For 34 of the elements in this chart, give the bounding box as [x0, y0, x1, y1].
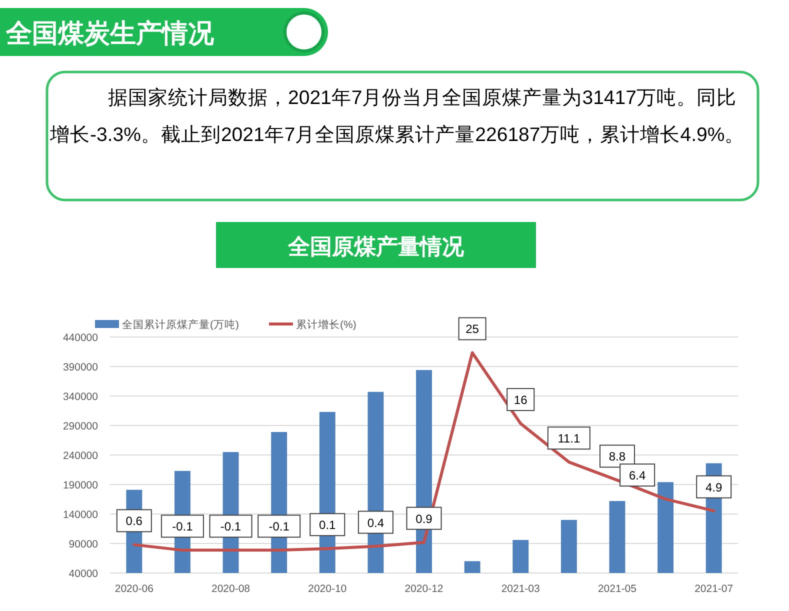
y-tick-label: 240000 — [62, 450, 98, 462]
data-label: 0.9 — [416, 512, 433, 526]
x-tick-label: 2020-08 — [211, 583, 250, 595]
x-tick-label: 2020-12 — [404, 583, 444, 595]
data-label: 8.8 — [608, 450, 626, 464]
x-tick-label: 2021-07 — [694, 583, 734, 595]
data-label: 0.6 — [126, 514, 143, 528]
data-label: 11.1 — [558, 432, 580, 446]
data-label: 4.9 — [706, 480, 723, 494]
y-tick-label: 440000 — [62, 332, 98, 344]
y-tick-label: 90000 — [68, 538, 98, 550]
data-label: -0.1 — [220, 520, 242, 534]
legend-label: 累计增长(%) — [296, 318, 356, 331]
data-label: 0.4 — [367, 516, 384, 530]
data-label: 25 — [466, 322, 480, 336]
x-tick-label: 2021-03 — [501, 583, 540, 595]
data-label: 0.1 — [319, 518, 336, 532]
chart-subtitle: 全国原煤产量情况 — [287, 234, 465, 259]
data-label: -0.1 — [268, 520, 290, 534]
y-tick-label: 340000 — [62, 391, 98, 403]
y-tick-label: 390000 — [62, 362, 98, 374]
data-label: -0.1 — [172, 520, 194, 534]
y-tick-label: 40000 — [68, 568, 98, 580]
data-label: 6.4 — [628, 468, 646, 483]
y-tick-label: 290000 — [62, 420, 98, 432]
x-tick-label: 2020-10 — [308, 583, 347, 595]
text: 据国家统计局数据，2021年7月份当月全国原煤产量为31417万吨。同比增长-3.3%。截止到2021年7月全国原煤累计产量226187万吨，累计增长4.9%。 — [50, 86, 746, 148]
data-label: 16 — [514, 393, 528, 408]
y-tick-label: 190000 — [62, 480, 98, 492]
x-tick-label: 2021-05 — [598, 583, 637, 595]
legend-label: 全国累计原煤产量(万吨) — [122, 318, 239, 331]
y-tick-label: 140000 — [62, 509, 98, 521]
chart-title: 全国煤炭生产情况 — [5, 18, 215, 48]
x-tick-label: 2020-06 — [114, 583, 154, 595]
